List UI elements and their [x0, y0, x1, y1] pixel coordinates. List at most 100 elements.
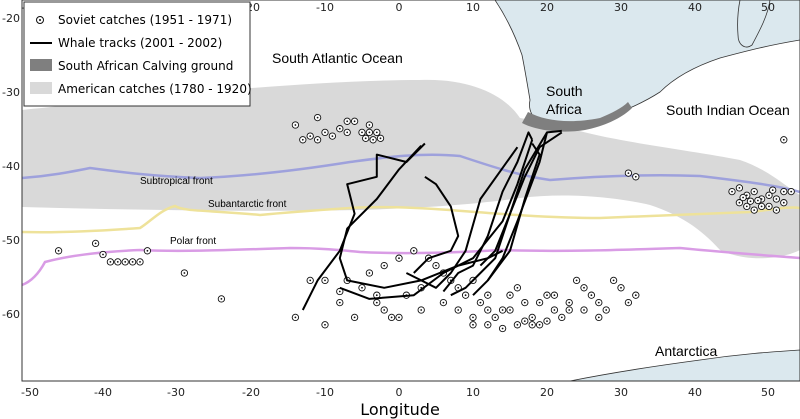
soviet-catch-marker-center [183, 272, 186, 274]
soviet-catch-marker-center [375, 131, 378, 134]
top-tick: 20 [540, 1, 554, 14]
soviet-catch-marker-center [501, 327, 504, 330]
soviet-catch-marker-center [331, 135, 334, 138]
soviet-catch-marker-center [57, 249, 60, 252]
soviet-catch-marker-center [771, 189, 774, 192]
whale-track [450, 131, 548, 297]
bottom-tick: 30 [614, 386, 628, 399]
soviet-catch-marker-center [368, 131, 371, 134]
legend: Soviet catches (1951 - 1971) Whale track… [23, 1, 252, 107]
legend-item-calving: South African Calving ground [30, 59, 233, 73]
legend-light-box-symbol [30, 82, 52, 94]
soviet-catch-marker-center [375, 294, 378, 297]
soviet-catch-marker-center [420, 309, 423, 311]
bottom-tick: -10 [316, 386, 334, 399]
soviet-catch-marker-center [768, 194, 770, 197]
top-tick: 30 [614, 1, 628, 14]
soviet-catch-marker-center [109, 261, 112, 263]
soviet-catch-marker-center [757, 199, 759, 202]
soviet-catch-marker-center [124, 261, 127, 263]
soviet-catch-marker-center [412, 249, 415, 252]
soviet-catch-marker-center [634, 294, 637, 297]
soviet-catch-marker-center [338, 290, 341, 293]
bottom-tick: -30 [167, 386, 185, 399]
bottom-tick: 20 [540, 386, 554, 399]
soviet-catch-marker-center [553, 309, 556, 311]
soviet-catch-marker-center [568, 301, 571, 304]
soviet-catch-marker-center [509, 309, 511, 311]
soviet-catch-marker-center [782, 138, 785, 141]
soviet-catch-marker-center [634, 175, 637, 178]
soviet-catch-marker-center [301, 138, 304, 141]
label-indian: South Indian Ocean [666, 102, 790, 118]
top-tick: 40 [688, 1, 702, 14]
soviet-catch-marker-center [361, 286, 363, 289]
soviet-catch-marker-center [546, 320, 548, 322]
soviet-catch-marker-center [131, 261, 134, 263]
label-antarctica: Antarctica [655, 343, 717, 359]
soviet-catch-marker-center [753, 190, 756, 193]
legend-circle-dot-center [39, 19, 41, 21]
plot-frame [21, 0, 800, 382]
left-y-ticks: -20 -30 -40 -50 -60 [2, 12, 20, 321]
soviet-catch-marker-center [790, 190, 793, 193]
soviet-catch-marker-center [94, 242, 97, 245]
soviet-catch-marker-center [368, 124, 371, 126]
soviet-catch-marker-center [627, 301, 630, 304]
soviet-catch-marker-center [597, 301, 600, 304]
soviet-catch-marker-center [146, 249, 149, 252]
y-tick: -30 [2, 86, 20, 99]
soviet-catch-marker-center [338, 127, 341, 130]
soviet-catch-marker-center [597, 316, 600, 319]
soviet-catch-marker-center [731, 190, 733, 193]
label-atlantic: South Atlantic Ocean [272, 50, 403, 66]
soviet-catch-marker-center [346, 120, 349, 123]
soviet-catch-marker-center [531, 316, 534, 319]
legend-label: Soviet catches (1951 - 1971) [58, 13, 232, 27]
calving-ground [522, 102, 632, 132]
soviet-catch-marker-center [538, 323, 541, 326]
soviet-catch-marker-center [383, 264, 386, 267]
soviet-catch-marker-center [509, 294, 511, 297]
whale-track [486, 129, 562, 281]
soviet-catch-marker-center [486, 309, 489, 311]
bottom-tick: -40 [94, 386, 112, 399]
soviet-catch-marker-center [372, 138, 374, 141]
soviet-catch-marker-center [486, 323, 489, 326]
soviet-catch-marker-center [457, 286, 460, 289]
soviet-catch-marker-center [738, 201, 741, 204]
y-tick: -20 [2, 12, 20, 25]
soviet-catch-marker-center [220, 298, 223, 300]
top-tick: -10 [316, 1, 334, 14]
whale-track [338, 145, 504, 289]
soviet-catch-marker-center [435, 264, 437, 267]
soviet-catch-marker-center [353, 316, 356, 319]
soviet-catch-marker-center [398, 316, 400, 319]
soviet-catch-marker-center [383, 309, 386, 311]
soviet-catch-marker-center [516, 286, 519, 289]
soviet-catch-marker-center [501, 309, 504, 311]
soviet-catch-marker-center [620, 286, 622, 289]
soviet-catch-marker-center [546, 294, 548, 297]
whale-track [301, 142, 426, 311]
soviet-catch-marker-center [442, 301, 445, 304]
soviet-catch-marker-center [316, 116, 319, 119]
antarctica-landmass [569, 349, 800, 382]
soviet-catch-marker-center [760, 205, 763, 208]
y-tick: -60 [2, 308, 20, 321]
soviet-catch-marker-center [583, 286, 585, 289]
soviet-catch-marker-center [523, 320, 526, 322]
soviet-catch-marker-center [379, 137, 382, 140]
american-catches-area [22, 79, 800, 259]
x-axis-title: Longitude [360, 400, 440, 419]
legend-item-american: American catches (1780 - 1920) [30, 82, 252, 96]
soviet-catch-marker-center [782, 190, 785, 193]
soviet-catch-marker-center [364, 137, 367, 140]
soviet-catch-marker-center [398, 257, 400, 260]
legend-box [23, 1, 251, 107]
whale-track [472, 142, 541, 296]
legend-item-soviet: Soviet catches (1951 - 1971) [36, 13, 232, 27]
subantarctic-front-line [21, 204, 800, 234]
soviet-catch-marker-center [324, 323, 326, 326]
